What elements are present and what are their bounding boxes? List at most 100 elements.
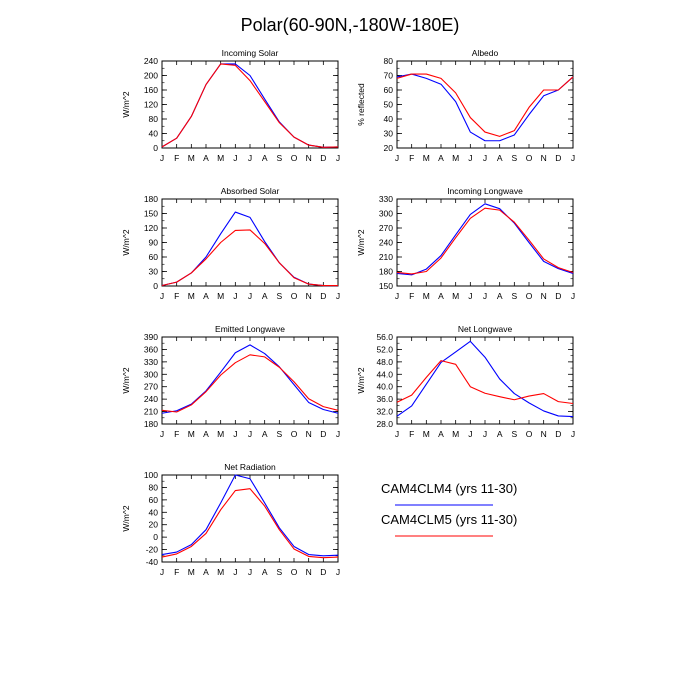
y-tick-label: 390 (144, 332, 158, 342)
legend-label-1: CAM4CLM4 (yrs 11-30) (381, 481, 517, 496)
x-tick-label: J (336, 429, 340, 439)
plot-frame (161, 60, 339, 149)
x-tick-label: N (541, 291, 547, 301)
y-tick-label: 52.0 (376, 344, 393, 354)
y-tick-label: 60 (384, 85, 394, 95)
x-tick-label: J (468, 429, 472, 439)
x-tick-label: M (217, 153, 224, 163)
y-tick-label: 100 (144, 470, 158, 480)
y-tick-label: 160 (144, 85, 158, 95)
x-tick-label: M (217, 429, 224, 439)
x-tick-label: N (306, 567, 312, 577)
y-tick-label: 330 (144, 357, 158, 367)
series-line-cam4clm4-yrs-11-30- (161, 63, 339, 148)
y-tick-label: 60 (149, 495, 159, 505)
x-tick-label: A (262, 153, 268, 163)
x-tick-label: F (174, 291, 179, 301)
x-tick-label: D (320, 291, 326, 301)
x-tick-label: N (306, 153, 312, 163)
x-tick-label: M (423, 429, 430, 439)
y-tick-label: 80 (149, 114, 159, 124)
y-tick-label: 150 (379, 281, 393, 291)
x-tick-label: J (483, 429, 487, 439)
y-tick-label: 30 (149, 267, 159, 277)
x-tick-label: D (555, 291, 561, 301)
y-tick-label: 240 (144, 394, 158, 404)
y-tick-label: 180 (144, 194, 158, 204)
x-tick-label: O (291, 567, 298, 577)
x-tick-label: M (452, 291, 459, 301)
y-tick-label: 32.0 (376, 407, 393, 417)
chart-title: Net Longwave (458, 324, 513, 334)
y-axis-label: W/m^2 (356, 367, 366, 393)
y-tick-label: 40 (384, 114, 394, 124)
x-tick-label: J (395, 291, 399, 301)
x-tick-label: F (409, 429, 414, 439)
y-axis-label: W/m^2 (121, 229, 131, 255)
x-tick-label: N (541, 429, 547, 439)
y-tick-label: 0 (153, 281, 158, 291)
y-tick-label: 44.0 (376, 369, 393, 379)
x-tick-label: F (409, 291, 414, 301)
x-tick-label: J (233, 429, 237, 439)
x-tick-label: O (291, 291, 298, 301)
x-tick-label: J (336, 153, 340, 163)
x-tick-label: A (203, 153, 209, 163)
x-tick-label: J (160, 429, 164, 439)
chart-title: Absorbed Solar (221, 186, 280, 196)
y-axis-label: % reflected (356, 83, 366, 126)
x-tick-label: J (336, 567, 340, 577)
x-tick-label: J (160, 153, 164, 163)
x-tick-label: F (174, 567, 179, 577)
y-tick-label: 0 (153, 532, 158, 542)
y-tick-label: 60 (149, 252, 159, 262)
y-tick-label: 48.0 (376, 357, 393, 367)
series-line-cam4clm5-yrs-11-30- (396, 73, 574, 137)
legend-label-2: CAM4CLM5 (yrs 11-30) (381, 512, 517, 527)
legend: CAM4CLM4 (yrs 11-30) CAM4CLM5 (yrs 11-30… (381, 481, 517, 537)
x-tick-label: O (291, 153, 298, 163)
y-tick-label: 330 (379, 194, 393, 204)
x-tick-label: J (395, 153, 399, 163)
chart-title: Incoming Solar (222, 48, 279, 58)
y-tick-label: 180 (379, 267, 393, 277)
figure-title: Polar(60-90N,-180W-180E) (241, 15, 460, 35)
x-tick-label: J (248, 429, 252, 439)
y-axis-label: W/m^2 (121, 367, 131, 393)
y-axis-label: W/m^2 (121, 505, 131, 531)
x-tick-label: D (555, 153, 561, 163)
y-tick-label: 20 (149, 520, 159, 530)
x-tick-label: J (468, 153, 472, 163)
x-tick-label: J (160, 291, 164, 301)
x-tick-label: F (409, 153, 414, 163)
y-tick-label: -40 (146, 557, 159, 567)
x-tick-label: S (276, 291, 282, 301)
x-tick-label: M (217, 567, 224, 577)
x-tick-label: J (233, 153, 237, 163)
chart-title: Incoming Longwave (447, 186, 523, 196)
x-tick-label: J (233, 291, 237, 301)
y-tick-label: 210 (144, 407, 158, 417)
x-tick-label: A (438, 291, 444, 301)
y-tick-label: 90 (149, 238, 159, 248)
series-line-cam4clm4-yrs-11-30- (396, 73, 574, 142)
y-tick-label: 40 (149, 129, 159, 139)
chart-title: Net Radiation (224, 462, 276, 472)
x-tick-label: A (497, 291, 503, 301)
series-line-cam4clm4-yrs-11-30- (396, 340, 574, 418)
x-tick-label: J (336, 291, 340, 301)
x-tick-label: F (174, 153, 179, 163)
x-tick-label: O (526, 153, 533, 163)
series-line-cam4clm5-yrs-11-30- (161, 488, 339, 559)
y-tick-label: 180 (144, 419, 158, 429)
x-tick-label: A (262, 567, 268, 577)
x-tick-label: M (423, 153, 430, 163)
y-tick-label: 40.0 (376, 382, 393, 392)
x-tick-label: M (188, 291, 195, 301)
